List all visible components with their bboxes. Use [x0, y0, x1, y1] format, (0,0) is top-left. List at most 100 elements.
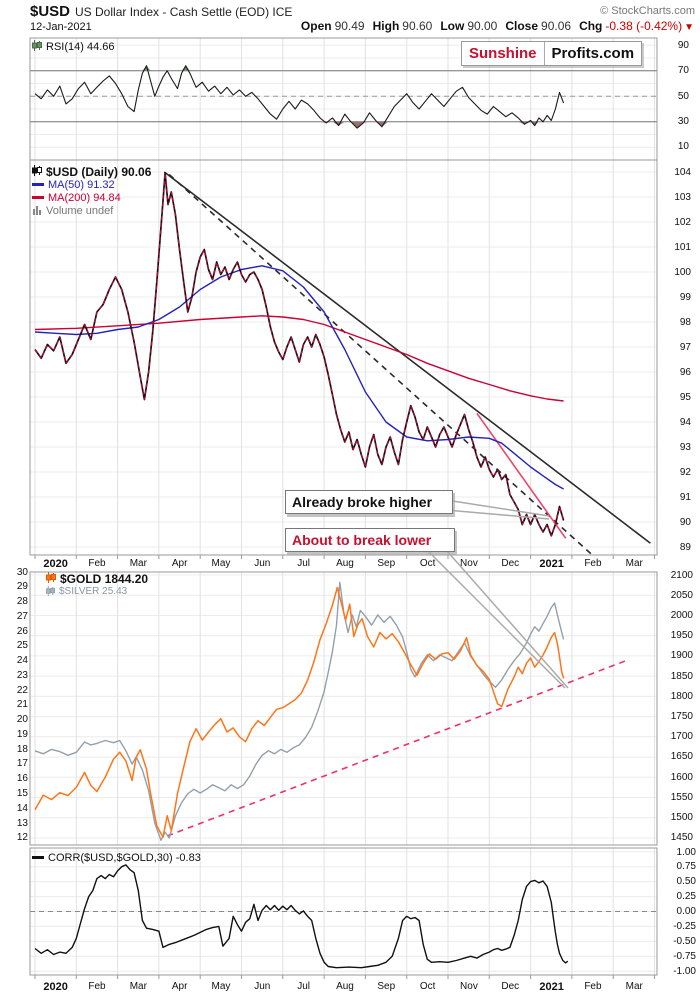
corr-line: [34, 864, 569, 969]
month-label: Apr: [171, 981, 188, 992]
falling-resistance-solid: [163, 171, 651, 544]
ma200-label: MA(200) 94.84: [48, 191, 121, 204]
axis-tick-label: 90: [677, 40, 689, 51]
axis-tick-label: 92: [679, 466, 691, 478]
month-label: Sep: [377, 558, 396, 569]
month-label: Feb: [584, 558, 602, 569]
sunshine-profits-logo: Sunshine Profits.com: [461, 41, 643, 66]
axis-tick-label: 90: [679, 516, 691, 528]
gold-axis-ticks: 2100 2050 2000 1950 1900 1850 1800 1750 1700 1650…: [661, 569, 693, 845]
usd-candle-icon: [32, 163, 42, 181]
volume-bars-icon: [32, 202, 42, 220]
axis-tick-label: 26: [16, 625, 28, 637]
axis-tick-label: 21: [16, 699, 28, 711]
axis-tick-label: -0.50: [673, 935, 696, 947]
axis-tick-label: 24: [16, 655, 28, 667]
date-axis-bottom: 2020 Feb Mar Apr May Jun Jul Aug Sep Oct Nov Dec 202…: [35, 981, 655, 993]
month-label: Mar: [129, 558, 147, 569]
month-label: Feb: [88, 558, 106, 569]
corr-legend: CORR($USD,$GOLD,30) -0.83: [32, 851, 201, 864]
axis-tick-label: 2050: [670, 589, 693, 601]
rising-gold-support-dashed: [166, 660, 626, 837]
open-value: 90.49: [334, 19, 365, 33]
high-label: High: [372, 19, 400, 33]
gold-label: $GOLD 1844.20: [60, 571, 149, 586]
axis-tick-label: 0.50: [676, 876, 696, 888]
gold-candle-icon: [46, 570, 56, 588]
month-label: May: [211, 981, 231, 992]
low-value: 90.00: [467, 19, 498, 33]
axis-tick-label: 29: [16, 581, 28, 593]
axis-tick-label: 103: [674, 191, 691, 203]
axis-tick-label: 30: [677, 115, 689, 127]
axis-tick-label: 13: [16, 817, 28, 829]
axis-tick-label: 27: [16, 610, 28, 622]
month-label: Feb: [584, 981, 602, 992]
chg-label: Chg: [579, 19, 603, 33]
axis-tick-label: 96: [679, 366, 691, 378]
corr-label: CORR($USD,$GOLD,30) -0.83: [48, 851, 201, 864]
month-label: 2020: [43, 558, 68, 570]
month-label: Apr: [171, 558, 188, 569]
axis-tick-label: -1.00: [673, 965, 696, 977]
month-label: Dec: [501, 981, 520, 992]
axis-tick-label: 100: [674, 266, 691, 278]
usd-price-red-candles: [34, 172, 565, 537]
axis-tick-label: 70: [677, 65, 689, 77]
axis-tick-label: 25: [16, 640, 28, 652]
usd-legend: $USD (Daily) 90.06 MA(50) 91.32 MA(200) …: [32, 163, 152, 220]
axis-tick-label: 104: [674, 166, 691, 178]
falling-resistance-dashed: [168, 173, 596, 558]
chart-title: US Dollar Index - Cash Settle (EOD) ICE: [75, 5, 293, 19]
axis-tick-label: 89: [679, 541, 691, 553]
silver-label: $SILVER 25.43: [59, 586, 128, 597]
axis-tick-label: 1850: [670, 670, 693, 682]
month-label: Sep: [377, 981, 396, 992]
axis-tick-label: -0.25: [673, 920, 696, 932]
ma50-label: MA(50) 91.32: [48, 178, 115, 191]
open-label: Open: [300, 19, 332, 33]
rsi-legend: RSI(14) 44.66: [32, 39, 114, 53]
month-label: Mar: [625, 981, 643, 992]
axis-tick-label: 94: [679, 416, 691, 428]
axis-tick-label: 50: [677, 90, 689, 102]
month-label: Oct: [419, 981, 436, 992]
axis-tick-label: 95: [679, 391, 691, 403]
ohlc-quote-bar: Open 90.49 High 90.60 Low 90.00 Close 90.06 Chg -…: [293, 19, 694, 33]
axis-tick-label: 30: [16, 566, 28, 578]
month-label: Nov: [460, 558, 478, 569]
axis-tick-label: 18: [16, 743, 28, 755]
axis-tick-label: 17: [16, 758, 28, 770]
logo-sunshine-text: Sunshine: [462, 42, 545, 65]
axis-tick-label: 20: [16, 714, 28, 726]
silver-axis-ticks: 30 29 28 27 26 25 24 23 22 21 20 19 18 17 16 15 14 13 12: [0, 566, 28, 845]
usd-price-label: $USD (Daily) 90.06: [46, 164, 152, 179]
stockcharts-credit: © StockCharts.com: [600, 5, 695, 17]
axis-tick-label: 1.00: [676, 846, 696, 858]
month-label: Jul: [297, 558, 311, 569]
rsi-axis-ticks: 90 70 50 30 10: [663, 39, 689, 153]
month-label: 2021: [539, 981, 564, 993]
axis-tick-label: 0.25: [676, 891, 696, 903]
month-label: Dec: [501, 558, 520, 569]
rsi-line: [34, 65, 565, 129]
close-label: Close: [505, 19, 539, 33]
axis-tick-label: 19: [16, 728, 28, 740]
month-label: Nov: [460, 981, 478, 992]
annotation-break-lower: About to break lower: [285, 528, 455, 552]
axis-tick-label: 22: [16, 684, 28, 696]
corr-line-icon: [32, 856, 44, 859]
axis-tick-label: -0.75: [673, 950, 696, 962]
axis-tick-label: 14: [16, 802, 28, 814]
close-value: 90.06: [541, 19, 572, 33]
axis-tick-label: 1700: [670, 731, 693, 743]
axis-tick-label: 1650: [670, 751, 693, 763]
axis-tick-label: 12: [16, 832, 28, 844]
month-label: Oct: [419, 558, 436, 569]
axis-tick-label: 10: [677, 141, 689, 152]
break-lower-pointer: [427, 550, 566, 689]
gold-silver-legend: $GOLD 1844.20 $SILVER 25.43: [46, 570, 149, 598]
chart-header: $USD US Dollar Index - Cash Settle (EOD) …: [30, 3, 292, 21]
